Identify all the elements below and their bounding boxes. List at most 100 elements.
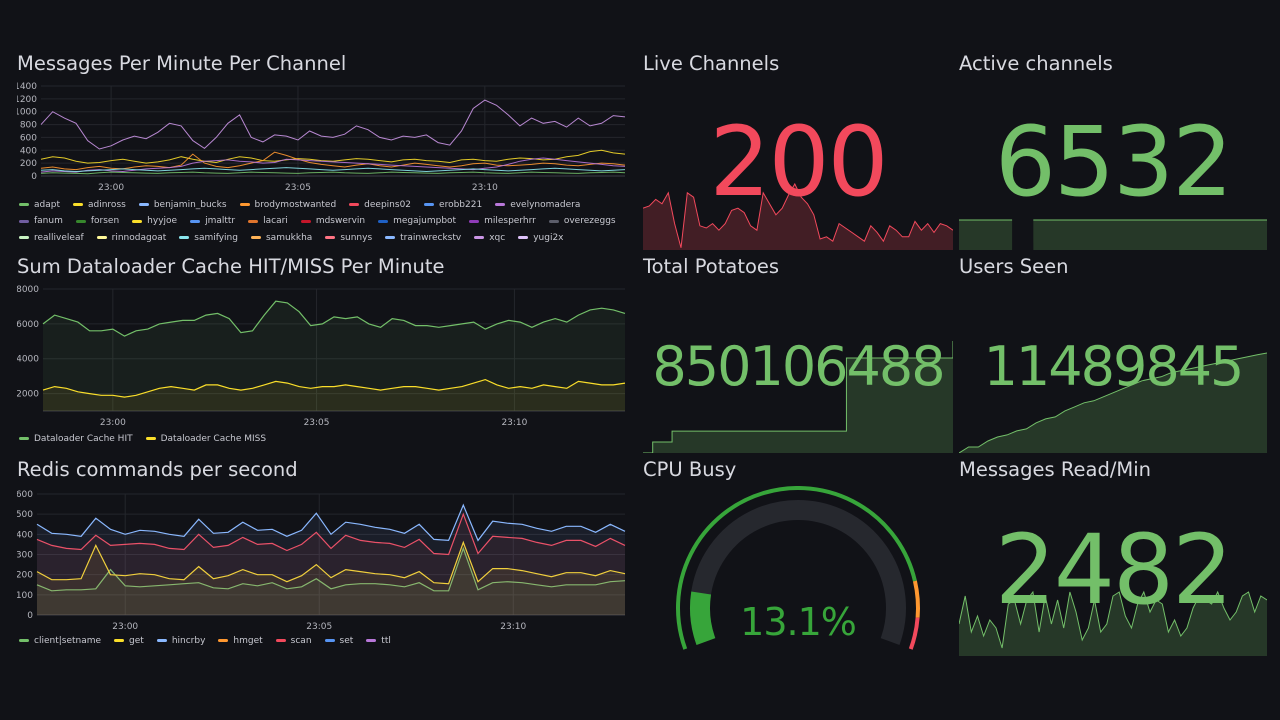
panel-messages-per-minute: Messages Per Minute Per Channel 0 200 400 6… (17, 52, 629, 252)
legend-swatch (474, 236, 485, 239)
legend-swatch (19, 437, 29, 440)
legend-swatch (275, 639, 286, 642)
x-tick-label: 23:05 (306, 622, 332, 632)
legend-item[interactable]: adapt (19, 197, 60, 213)
series-area (37, 505, 625, 615)
users-seen-value: 11489845 (983, 335, 1245, 398)
legend-item[interactable]: hincrby (156, 633, 205, 649)
legend-swatch (156, 639, 167, 642)
dataloader-cache-chart[interactable]: 2000 4000 6000 8000 23:00 23:05 23:10 (17, 283, 629, 431)
legend-item[interactable]: megajumpbot (378, 213, 456, 229)
legend-swatch (300, 219, 311, 223)
legend-swatch (19, 219, 29, 223)
series-line (36, 546, 626, 592)
messages-read-sparkline (959, 590, 1267, 656)
legend-item[interactable]: sunnys (325, 230, 372, 246)
panel-title[interactable]: Total Potatoes (643, 255, 780, 278)
legend-label: hyyjoe (147, 216, 178, 226)
legend-swatch (73, 203, 83, 206)
legend-item[interactable]: milesperhrr (469, 213, 536, 229)
legend-label: Dataloader Cache MISS (160, 433, 267, 444)
legend-item[interactable]: fanum (19, 213, 63, 229)
legend-item[interactable]: xqc (474, 230, 505, 246)
panel-title[interactable]: CPU Busy (643, 458, 737, 481)
legend-swatch (190, 219, 201, 223)
legend-item[interactable]: samukkha (250, 230, 312, 246)
active-channels-sparkline (959, 219, 1267, 250)
legend-label: trainwreckstv (400, 232, 462, 243)
panel-users-seen: Users Seen 11489845 (959, 255, 1267, 453)
legend-item[interactable]: trainwreckstv (385, 230, 461, 246)
chart-legend: client|setname get hincrby hmget scan set ttl (19, 632, 629, 649)
panel-messages-read: Messages Read/Min 2482 (959, 458, 1267, 658)
legend-item[interactable]: benjamin_bucks (138, 197, 227, 213)
legend-item[interactable]: realliveleaf (19, 230, 84, 246)
legend-item[interactable]: set (324, 633, 353, 649)
sparkline-area (643, 184, 953, 250)
legend-item[interactable]: yugi2x (518, 230, 564, 246)
sparkline-line (959, 590, 1267, 649)
legend-item[interactable]: hyyjoe (132, 213, 177, 229)
panel-cpu-busy: CPU Busy 13.1% (643, 458, 953, 658)
legend-item[interactable]: Dataloader Cache HIT (19, 431, 133, 447)
legend-swatch (325, 236, 336, 239)
legend-item[interactable]: forsen (75, 213, 119, 229)
legend-item[interactable]: client|setname (19, 633, 101, 649)
panel-redis-commands: Redis commands per second 0 100 200 300 400 5… (17, 458, 629, 658)
legend-label: fanum (34, 216, 63, 226)
panel-live-channels: Live Channels 200 (643, 52, 953, 250)
legend-label: jmalttr (205, 216, 236, 226)
legend-item[interactable]: overezeggs (548, 213, 616, 229)
panel-title[interactable]: Messages Per Minute Per Channel (17, 52, 347, 75)
x-tick-label: 23:10 (501, 418, 527, 428)
y-tick-label: 200 (20, 159, 37, 169)
legend-item[interactable]: rinnodagoat (96, 230, 166, 246)
panel-title[interactable]: Sum Dataloader Cache HIT/MISS Per Minute (17, 255, 445, 278)
legend-item[interactable]: get (114, 633, 144, 649)
sparkline-area (959, 220, 1013, 250)
panel-title[interactable]: Active channels (959, 52, 1113, 75)
legend-item[interactable]: ttl (366, 633, 391, 649)
legend-label: adinross (88, 199, 126, 210)
panel-title[interactable]: Messages Read/Min (959, 458, 1151, 481)
panel-title[interactable]: Users Seen (959, 255, 1069, 278)
legend-label: mdswervin (315, 216, 366, 226)
legend-label: samifying (194, 232, 238, 243)
legend-swatch (469, 219, 480, 223)
panel-total-potatoes: Total Potatoes 850106488 (643, 255, 953, 453)
sparkline-line (643, 341, 953, 453)
redis-commands-chart[interactable]: 0 100 200 300 400 500 600 23:00 23:05 23:10 (17, 486, 629, 634)
panel-title[interactable]: Live Channels (643, 52, 780, 75)
legend-label: realliveleaf (34, 232, 84, 243)
legend-item[interactable]: evelynomadera (495, 197, 580, 213)
legend-swatch (138, 203, 149, 206)
panel-title[interactable]: Redis commands per second (17, 458, 298, 481)
x-tick-label: 23:00 (98, 183, 124, 192)
messages-per-minute-chart[interactable]: 0 200 400 600 800 1000 1200 1400 23:00 23:05 23:10 (17, 82, 629, 192)
legend-item[interactable]: brodymostwanted (239, 197, 336, 213)
legend-item[interactable]: lacari (248, 213, 288, 229)
series-line (36, 540, 626, 585)
sparkline-area (959, 592, 1267, 656)
legend-item[interactable]: mdswervin (300, 213, 366, 229)
legend-item[interactable]: adinross (73, 197, 126, 213)
legend-item[interactable]: deepins02 (349, 197, 411, 213)
legend-item[interactable]: erobb221 (424, 197, 482, 213)
y-tick-label: 0 (27, 611, 33, 621)
legend-item[interactable]: scan (275, 633, 312, 649)
messages-read-value: 2482 (994, 514, 1233, 626)
cpu-busy-value: 13.1% (740, 600, 857, 644)
legend-item[interactable]: hmget (218, 633, 263, 649)
series-line (40, 171, 626, 175)
cpu-busy-gauge (676, 486, 920, 650)
legend-item[interactable]: jmalttr (190, 213, 235, 229)
legend-label: ttl (381, 635, 391, 646)
legend-label: overezeggs (563, 216, 616, 226)
y-tick-label: 500 (17, 510, 33, 520)
y-tick-label: 100 (17, 591, 33, 601)
legend-item[interactable]: samifying (179, 230, 238, 246)
legend-label: adapt (34, 199, 60, 210)
legend-item[interactable]: Dataloader Cache MISS (145, 431, 267, 447)
x-tick-label: 23:10 (472, 183, 498, 192)
gauge-threshold-red (908, 617, 920, 650)
